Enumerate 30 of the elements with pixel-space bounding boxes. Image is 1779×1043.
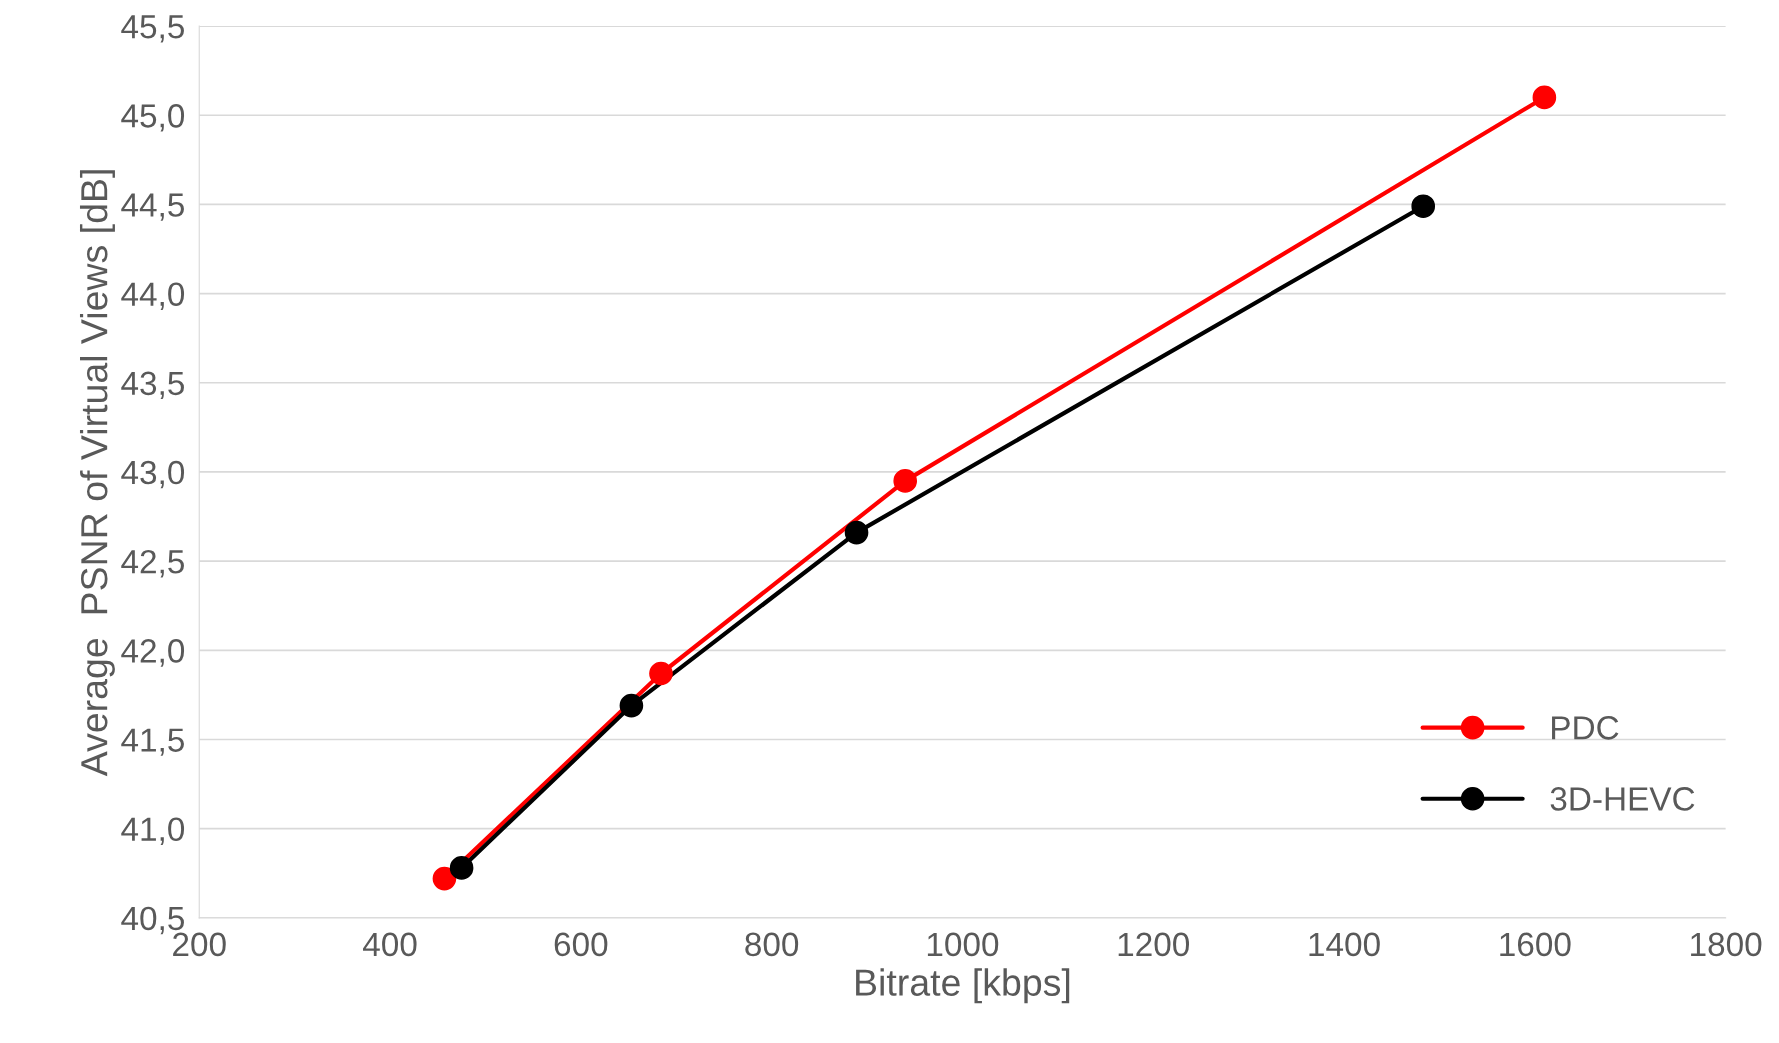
x-tick-label: 800 <box>745 932 799 957</box>
point <box>844 520 869 545</box>
point <box>619 693 644 718</box>
y-tick-label: 42,5 <box>121 549 184 578</box>
y-axis-title: Average PSNR of Virtual Views [dB] <box>79 170 115 777</box>
y-tick-label: 45,5 <box>121 15 184 43</box>
point <box>432 866 457 891</box>
legend-label: 3D-HEVC <box>1550 787 1695 811</box>
y-tick-label: 43,5 <box>121 371 184 400</box>
legend-label: PDC <box>1552 716 1619 740</box>
x-tick-label: 1400 <box>1309 932 1380 957</box>
point <box>649 661 673 686</box>
point <box>1532 85 1557 110</box>
x-axis-title: Bitrate [kbps] <box>856 968 1070 1004</box>
y-tick-label: 44,0 <box>121 282 185 310</box>
y-tick-label: 41,5 <box>121 728 184 756</box>
x-tick-label: 1600 <box>1500 932 1571 957</box>
x-tick-label: 400 <box>363 932 417 957</box>
y-tick-label: 44,5 <box>121 193 184 221</box>
y-tick-label: 45,0 <box>121 104 185 132</box>
point <box>893 469 918 493</box>
x-tick-label: 600 <box>554 932 608 957</box>
point <box>1411 194 1436 219</box>
y-tick-label: 41,0 <box>121 817 185 846</box>
y-tick-label: 43,0 <box>121 460 185 489</box>
x-tick-label: 1000 <box>927 932 999 957</box>
point <box>449 856 474 880</box>
y-tick-label: 42,0 <box>121 639 185 667</box>
x-tick-label: 1200 <box>1118 932 1190 957</box>
x-tick-label: 1800 <box>1691 932 1762 957</box>
